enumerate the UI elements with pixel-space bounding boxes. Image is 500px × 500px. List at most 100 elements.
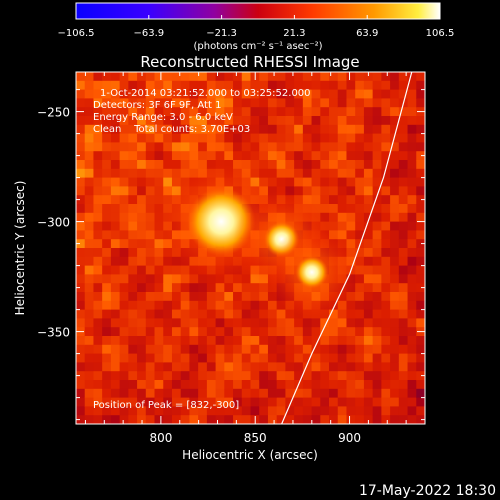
heatmap-cell — [346, 397, 356, 407]
heatmap-cell — [302, 89, 313, 99]
heatmap-cell — [329, 177, 339, 187]
heatmap-cell — [372, 274, 382, 284]
heatmap-cell — [407, 248, 417, 258]
heatmap-cell — [407, 186, 417, 196]
heatmap-cell — [381, 318, 391, 328]
heatmap-cell — [320, 415, 330, 424]
heatmap-cell — [76, 124, 86, 135]
heatmap-cell — [363, 177, 374, 187]
heatmap-cell — [416, 336, 425, 346]
heatmap-cell — [128, 380, 138, 390]
heatmap-cell — [267, 177, 278, 187]
heatmap-cell — [102, 186, 112, 196]
heatmap-cell — [346, 204, 356, 214]
heatmap-cell — [355, 309, 365, 319]
heatmap-cell — [233, 327, 243, 337]
heatmap-cell — [416, 160, 425, 170]
heatmap-cell — [198, 292, 208, 302]
heatmap-cell — [372, 283, 382, 293]
heatmap-cell — [407, 168, 417, 179]
heatmap-cell — [145, 380, 156, 390]
heatmap-cell — [372, 160, 382, 170]
heatmap-cell — [84, 239, 94, 249]
heatmap-cell — [154, 415, 164, 424]
heatmap-cell — [198, 336, 208, 346]
heatmap-cell — [381, 397, 391, 407]
heatmap-cell — [294, 406, 304, 416]
heatmap-cell — [250, 116, 260, 126]
heatmap-cell — [398, 265, 409, 275]
heatmap-cell — [110, 221, 121, 231]
heatmap-cell — [206, 362, 217, 372]
heatmap-cell — [355, 283, 365, 293]
heatmap-cell — [110, 283, 121, 293]
heatmap-cell — [145, 239, 156, 249]
heatmap-cell — [355, 186, 365, 196]
heatmap-cell — [180, 344, 190, 355]
heatmap-cell — [93, 186, 103, 196]
heatmap-cell — [398, 380, 409, 390]
heatmap-cell — [276, 160, 286, 170]
y-tick-label: −350 — [37, 326, 70, 340]
heatmap-cell — [233, 116, 243, 126]
heatmap-cell — [329, 168, 339, 179]
heatmap-cell — [189, 388, 199, 399]
heatmap-cell — [128, 300, 138, 311]
y-tick-label: −250 — [37, 106, 70, 120]
heatmap-cell — [137, 406, 147, 416]
heatmap-cell — [224, 327, 234, 337]
heatmap-cell — [407, 397, 417, 407]
heatmap-cell — [390, 397, 400, 407]
heatmap-cell — [355, 371, 365, 381]
heatmap-cell — [416, 380, 425, 390]
heatmap-cell — [145, 362, 156, 372]
heatmap-cell — [416, 133, 425, 143]
heatmap-cell — [390, 142, 400, 152]
heatmap-cell — [363, 274, 374, 284]
heatmap-cell — [302, 397, 313, 407]
heatmap-cell — [102, 336, 112, 346]
heatmap-cell — [102, 72, 112, 82]
heatmap-cell — [76, 98, 86, 108]
heatmap-cell — [311, 72, 321, 82]
heatmap-cell — [329, 415, 339, 424]
heatmap-cell — [381, 292, 391, 302]
heatmap-cell — [381, 168, 391, 179]
heatmap-cell — [329, 116, 339, 126]
heatmap-cell — [84, 186, 94, 196]
heatmap-cell — [320, 212, 330, 223]
heatmap-cell — [137, 98, 147, 108]
heatmap-cell — [267, 300, 278, 311]
heatmap-cell — [407, 98, 417, 108]
heatmap-cell — [137, 230, 147, 240]
heatmap-cell — [76, 204, 86, 214]
heatmap-cell — [163, 80, 173, 91]
heatmap-cell — [84, 98, 94, 108]
heatmap-cell — [198, 274, 208, 284]
heatmap-cell — [189, 300, 199, 311]
heatmap-cell — [407, 116, 417, 126]
heatmap-cell — [398, 107, 409, 117]
heatmap-cell — [381, 353, 391, 363]
heatmap-cell — [145, 107, 156, 117]
heatmap-cell — [416, 124, 425, 135]
heatmap-cell — [180, 300, 190, 311]
heatmap-cell — [363, 380, 374, 390]
heatmap-cell — [416, 406, 425, 416]
heatmap-cell — [110, 265, 121, 275]
heatmap-cell — [407, 151, 417, 161]
heatmap-cell — [390, 230, 400, 240]
heatmap-cell — [224, 353, 234, 363]
heatmap-cell — [390, 415, 400, 424]
heatmap-cell — [233, 160, 243, 170]
heatmap-cell — [390, 344, 400, 355]
heatmap-cell — [145, 195, 156, 205]
heatmap-cell — [302, 177, 313, 187]
heatmap-cell — [390, 98, 400, 108]
heatmap-cell — [285, 380, 295, 390]
heatmap-cell — [337, 98, 347, 108]
heatmap-cell — [102, 124, 112, 135]
heatmap-cell — [154, 168, 164, 179]
heatmap-cell — [137, 309, 147, 319]
heatmap-cell — [93, 406, 103, 416]
